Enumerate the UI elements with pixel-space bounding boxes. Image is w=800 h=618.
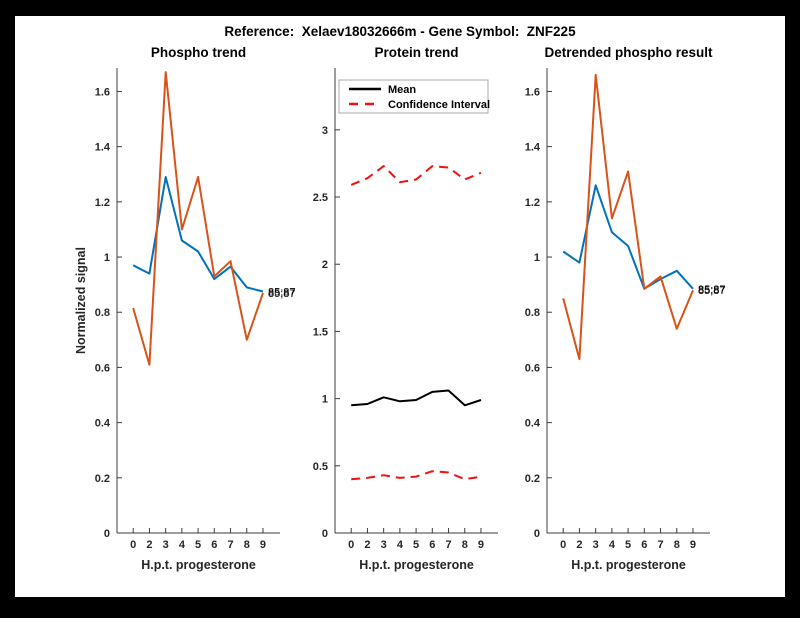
y-tick-label: 1.6 — [95, 86, 110, 98]
x-tick-label: 6 — [641, 539, 647, 551]
x-tick-label: 7 — [227, 539, 233, 551]
y-tick-label: 1 — [534, 252, 540, 264]
x-tick-label: 5 — [413, 539, 419, 551]
subplot-title: Detrended phospho result — [544, 45, 713, 60]
x-tick-label: 0 — [560, 539, 566, 551]
y-tick-label: 0.8 — [95, 307, 110, 319]
series-line-mean — [351, 389, 482, 407]
x-tick-label: 2 — [146, 539, 152, 551]
y-tick-label: 2 — [322, 259, 328, 271]
y-axis-label: Normalized signal — [74, 247, 88, 354]
x-tick-label: 5 — [195, 539, 201, 551]
series-line-phospho-replicate-2 — [132, 71, 264, 366]
series-line-confidence-upper — [350, 165, 482, 186]
figure-title: Reference: Xelaev18032666m - Gene Symbol… — [224, 24, 576, 39]
x-tick-label: 4 — [397, 539, 404, 551]
series-line-detrended-replicate-1 — [562, 184, 694, 290]
y-tick-label: 3 — [322, 125, 328, 137]
y-tick-label: 0 — [322, 528, 328, 540]
x-tick-label: 9 — [690, 539, 696, 551]
x-axis-label: H.p.t. progesterone — [141, 558, 256, 572]
x-tick-label: 7 — [657, 539, 663, 551]
y-tick-label: 0 — [104, 528, 110, 540]
y-tick-label: 0.6 — [95, 362, 110, 374]
endpoint-annotation: 85;87 — [698, 284, 726, 296]
y-tick-label: 1.2 — [95, 197, 110, 209]
x-tick-label: 4 — [609, 539, 616, 551]
y-tick-label: 1.4 — [95, 142, 111, 154]
x-tick-label: 0 — [348, 539, 354, 551]
y-tick-label: 0.4 — [525, 418, 541, 430]
endpoint-annotation: 85;87 — [268, 288, 296, 300]
series-line-phospho-replicate-1 — [132, 176, 264, 293]
y-tick-label: 0.2 — [95, 473, 110, 485]
y-tick-label: 0.8 — [525, 307, 540, 319]
x-tick-label: 4 — [179, 539, 186, 551]
x-tick-label: 6 — [429, 539, 435, 551]
x-tick-label: 8 — [462, 539, 468, 551]
endpoint-annotation: 85;87 — [698, 285, 726, 297]
x-tick-label: 3 — [593, 539, 599, 551]
legend-label: Confidence Interval — [388, 99, 490, 111]
x-tick-label: 9 — [260, 539, 266, 551]
subplot-title: Protein trend — [374, 45, 458, 60]
x-axis-label: H.p.t. progesterone — [571, 558, 686, 572]
y-tick-label: 1.2 — [525, 197, 540, 209]
legend-label: Mean — [388, 84, 416, 96]
y-tick-label: 0.4 — [95, 418, 111, 430]
endpoint-annotation: 85;87 — [268, 287, 296, 299]
x-tick-label: 0 — [130, 539, 136, 551]
y-tick-label: 2.5 — [313, 192, 328, 204]
y-tick-label: 1 — [104, 252, 110, 264]
plots-canvas: 0 2 3 4 5 6 7 8 900.20.40.60.811.21.41.685;8785;… — [74, 45, 726, 572]
y-tick-label: 1.4 — [525, 142, 541, 154]
x-tick-label: 3 — [163, 539, 169, 551]
y-tick-label: 0.5 — [313, 461, 328, 473]
y-tick-label: 1.6 — [525, 86, 540, 98]
x-axis-label: H.p.t. progesterone — [359, 558, 474, 572]
y-tick-label: 0 — [534, 528, 540, 540]
x-tick-label: 7 — [445, 539, 451, 551]
legend-box — [338, 79, 489, 114]
x-tick-label: 5 — [625, 539, 631, 551]
x-tick-label: 8 — [244, 539, 250, 551]
y-tick-label: 1.5 — [313, 326, 328, 338]
x-tick-label: 9 — [478, 539, 484, 551]
figure-canvas: Reference: Xelaev18032666m - Gene Symbol… — [15, 16, 785, 597]
y-tick-label: 0.6 — [525, 362, 540, 374]
x-tick-label: 2 — [364, 539, 370, 551]
x-tick-label: 3 — [381, 539, 387, 551]
x-tick-label: 8 — [674, 539, 680, 551]
x-tick-label: 6 — [211, 539, 217, 551]
y-tick-label: 0.2 — [525, 473, 540, 485]
x-tick-label: 2 — [576, 539, 582, 551]
series-line-detrended-replicate-2 — [562, 73, 694, 361]
series-line-confidence-lower — [351, 470, 482, 481]
y-tick-label: 1 — [322, 394, 328, 406]
subplot-title: Phospho trend — [151, 45, 246, 60]
